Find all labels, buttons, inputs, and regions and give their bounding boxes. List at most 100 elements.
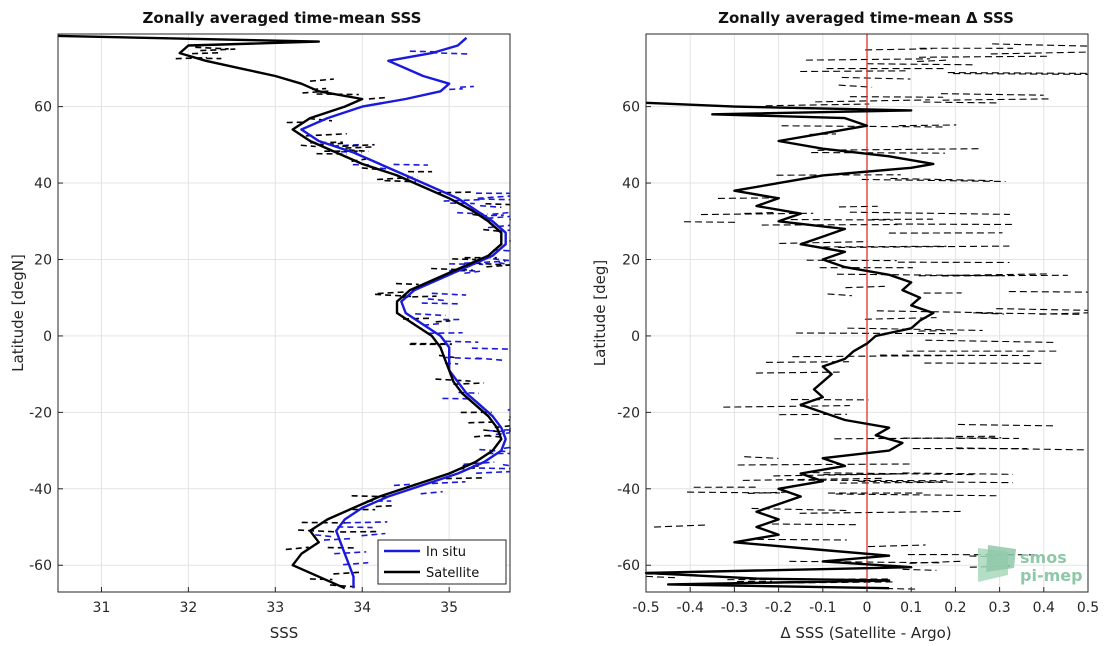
dashed-segment xyxy=(811,151,945,154)
dashed-segment xyxy=(431,480,466,485)
dashed-segment xyxy=(393,483,415,487)
dashed-segment xyxy=(315,534,333,538)
dashed-segment xyxy=(487,215,511,220)
dashed-segment xyxy=(435,320,451,323)
dashed-segment xyxy=(409,50,436,53)
dashed-segment xyxy=(941,274,1068,277)
left-y-axis-label: Latitude [degN] xyxy=(9,254,27,372)
x-tick-label: -0.4 xyxy=(677,600,704,616)
x-tick-label: 35 xyxy=(440,600,458,616)
dashed-segment xyxy=(805,58,931,61)
dashed-segment xyxy=(890,177,993,182)
y-tick-label: 60 xyxy=(622,100,640,116)
right-x-ticks: -0.5 -0.4 -0.3 -0.2 -0.1 0 0.1 0.2 0.3 0.4 0.5 xyxy=(632,587,1099,616)
dashed-segment xyxy=(460,85,474,88)
dashed-segment xyxy=(847,327,983,331)
x-tick-label: 0.3 xyxy=(988,600,1010,616)
x-tick-label: 0.5 xyxy=(1077,600,1099,616)
y-tick-label: -40 xyxy=(617,482,640,498)
dashed-segment xyxy=(395,282,419,286)
legend-box xyxy=(377,539,507,585)
dashed-segment xyxy=(645,575,678,579)
dashed-segment xyxy=(653,524,709,528)
dashed-segment xyxy=(192,51,220,55)
dashed-segment xyxy=(955,447,1089,451)
y-tick-label: -60 xyxy=(617,558,640,574)
dashed-segment xyxy=(799,510,963,514)
right-panel: Zonally averaged time-mean Δ SSS -0.5 -0.… xyxy=(591,9,1099,642)
x-tick-label: 32 xyxy=(179,600,197,616)
dashed-segment xyxy=(992,43,1089,47)
y-tick-label: 60 xyxy=(34,100,52,116)
dashed-segment xyxy=(838,205,878,208)
dashed-segment xyxy=(348,149,369,153)
dashed-segment xyxy=(902,568,937,571)
y-tick-label: -20 xyxy=(617,405,640,421)
dashed-segment xyxy=(477,195,511,200)
left-dashed-lines xyxy=(175,46,511,588)
dashed-segment xyxy=(474,434,492,438)
left-x-ticks: 31 32 33 34 35 xyxy=(93,587,458,616)
x-tick-label: -0.1 xyxy=(809,600,836,616)
y-tick-label: -40 xyxy=(29,482,52,498)
dashed-segment xyxy=(756,538,847,541)
dashed-segment xyxy=(858,480,1013,484)
dashed-segment xyxy=(836,273,1005,277)
dashed-segment xyxy=(361,532,386,537)
dashed-segment xyxy=(923,101,1001,104)
left-x-axis-label: SSS xyxy=(270,624,299,642)
dashed-segment xyxy=(471,347,510,350)
y-tick-label: -20 xyxy=(29,405,52,421)
dashed-segment xyxy=(333,571,360,575)
dashed-segment xyxy=(498,261,511,266)
y-tick-label: 40 xyxy=(34,176,52,192)
dashed-segment xyxy=(445,340,479,343)
dashed-segment xyxy=(742,477,885,481)
dashed-segment xyxy=(468,421,493,424)
dashed-segment xyxy=(377,291,408,295)
legend-label-satellite: Satellite xyxy=(426,566,479,581)
dashed-segment xyxy=(841,76,911,80)
left-axes-box xyxy=(57,33,511,593)
x-tick-label: -0.5 xyxy=(632,600,659,616)
dashed-segment xyxy=(200,48,236,52)
dashed-segment xyxy=(918,55,1051,58)
dashed-segment xyxy=(792,354,969,358)
dashed-segment xyxy=(435,191,471,194)
dashed-segment xyxy=(305,132,347,137)
dashed-segment xyxy=(298,529,337,533)
dashed-segment xyxy=(476,357,503,362)
dashed-segment xyxy=(861,178,1006,183)
right-y-axis-label: Latitude [deg] xyxy=(591,260,609,366)
dashed-segment xyxy=(503,446,511,450)
dashed-segment xyxy=(468,467,511,470)
dashed-segment xyxy=(308,117,333,122)
left-series-lines xyxy=(57,34,507,590)
dashed-segment xyxy=(443,198,482,202)
dashed-segment xyxy=(866,63,974,66)
y-tick-label: 0 xyxy=(631,329,640,345)
left-gridlines xyxy=(58,34,510,592)
dashed-segment xyxy=(464,260,506,264)
dashed-segment xyxy=(486,264,511,268)
dashed-segment xyxy=(744,211,778,215)
dashed-segment xyxy=(475,262,509,266)
dashed-segment xyxy=(789,560,942,564)
dashed-segment xyxy=(865,48,933,51)
series-line-in-situ xyxy=(300,36,507,589)
dashed-segment xyxy=(493,258,511,262)
x-tick-label: 0.2 xyxy=(944,600,966,616)
dashed-segment xyxy=(723,405,851,408)
dashed-segment xyxy=(431,267,473,271)
right-series-lines xyxy=(644,101,935,590)
right-y-ticks: -60 -40 -20 0 20 40 60 xyxy=(617,100,651,574)
dashed-segment xyxy=(345,146,373,149)
dashed-segment xyxy=(898,124,957,127)
dashed-segment xyxy=(849,96,944,98)
dashed-segment xyxy=(421,302,460,305)
dashed-segment xyxy=(480,204,502,209)
x-tick-label: 31 xyxy=(93,600,111,616)
dashed-segment xyxy=(302,90,332,94)
dashed-segment xyxy=(917,59,950,63)
dashed-segment xyxy=(445,477,484,480)
